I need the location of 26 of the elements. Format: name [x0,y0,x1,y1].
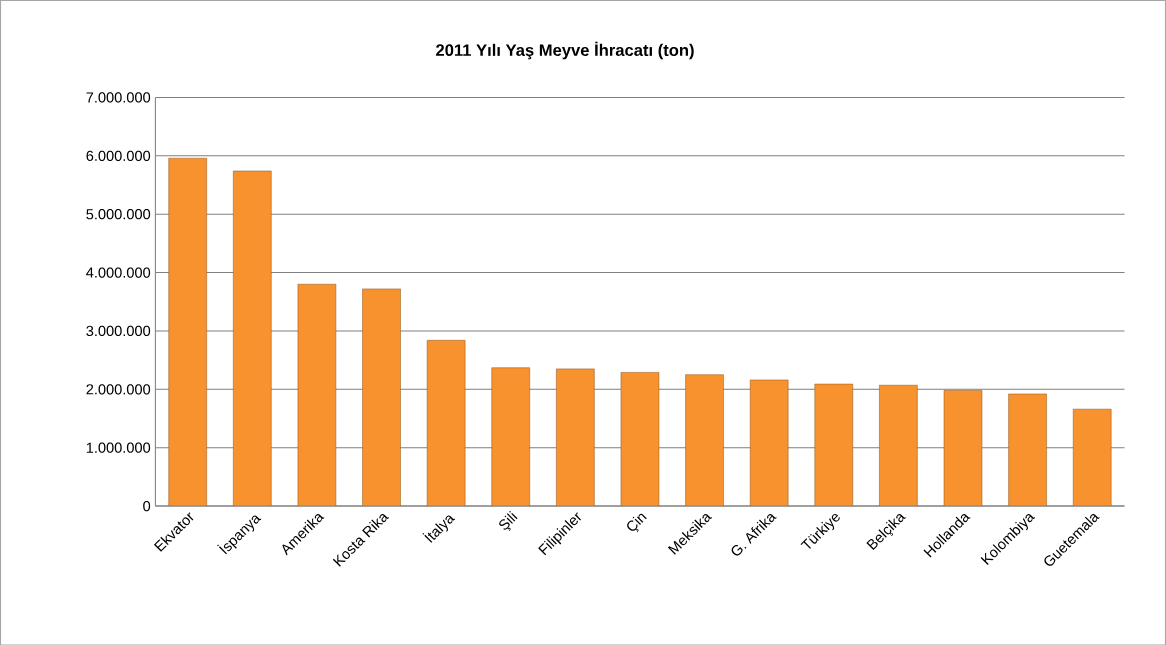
bar [685,374,724,506]
bar [943,389,983,506]
x-tick-label: Çin [627,513,647,532]
bar [168,157,207,506]
bar [620,371,660,506]
y-tick-label: 1.000.000 [86,442,151,453]
bar [879,384,918,506]
bar [556,368,595,506]
y-tick-label: 2.000.000 [86,383,151,395]
bar [233,170,272,506]
bar [749,379,789,506]
bar [1072,408,1112,506]
bar [426,339,466,506]
bar [362,288,401,506]
y-tick-label: 0 [143,500,151,511]
y-tick-label: 5.000.000 [86,208,151,220]
y-tick-label: 7.000.000 [86,92,151,103]
x-tick-label: Şili [499,510,518,531]
bar [814,383,854,506]
y-tick-label: 6.000.000 [86,150,151,161]
bar [1008,393,1047,506]
y-tick-label: 4.000.000 [86,267,151,278]
chart-title: 2011 Yılı Yaş Meyve İhracatı (ton) [436,41,694,60]
bar [297,283,337,506]
bar [491,367,530,506]
y-tick-label: 3.000.000 [86,325,151,336]
